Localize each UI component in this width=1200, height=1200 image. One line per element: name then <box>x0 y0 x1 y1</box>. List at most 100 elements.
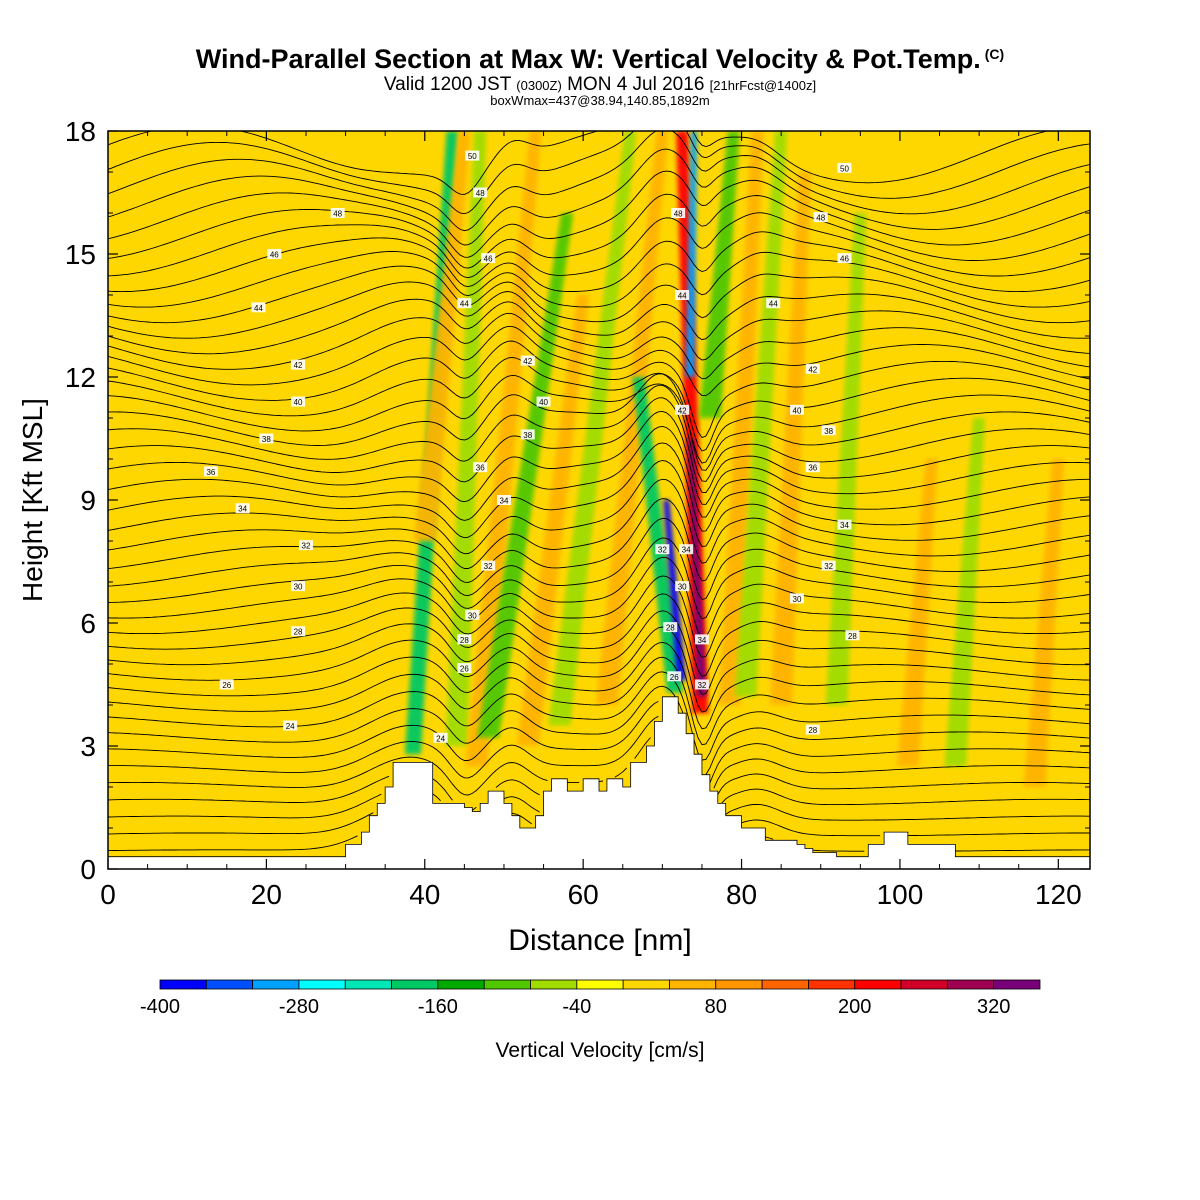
colorbar-swatch-11 <box>669 979 717 990</box>
isentrope-33 <box>108 281 1090 341</box>
contour-label-36: 48 <box>674 210 683 219</box>
isentrope-10 <box>108 641 1090 730</box>
contour-label-30: 32 <box>658 546 667 555</box>
isentrope-31 <box>108 312 1090 380</box>
isentrope-42 <box>108 131 1090 215</box>
contour-label-49: 50 <box>840 164 849 173</box>
contour-label-bg-22 <box>520 355 535 366</box>
contour-label-12: 48 <box>333 210 342 219</box>
terrain-shape <box>108 696 1090 869</box>
contour-label-43: 38 <box>824 427 833 436</box>
w-feature-17 <box>825 213 867 705</box>
contour-label-33: 34 <box>697 636 706 645</box>
colorbar-swatch-10 <box>622 979 670 990</box>
w-feature-13 <box>698 131 740 418</box>
isentrope-20 <box>108 460 1090 555</box>
w-feature-2 <box>445 131 487 746</box>
contour-label-bg-19 <box>473 462 488 473</box>
y-tick-label-2: 6 <box>80 608 96 639</box>
contour-label-11: 46 <box>270 251 279 260</box>
isentrope-12 <box>108 610 1090 696</box>
x-tick-label-0: 0 <box>100 879 116 910</box>
contour-label-bg-43 <box>821 425 836 436</box>
colorbar-swatch-17 <box>946 979 995 990</box>
valid-utc: (0300Z) <box>516 78 562 93</box>
contour-label-bg-46 <box>766 298 781 309</box>
contour-label-37: 28 <box>808 726 817 735</box>
y-tick-label-4: 12 <box>65 362 96 393</box>
contour-label-29: 30 <box>678 583 687 592</box>
contour-label-24: 46 <box>484 255 493 264</box>
isentrope-8 <box>108 671 1090 761</box>
isentrope-9 <box>108 656 1090 746</box>
contour-label-35: 44 <box>678 292 687 301</box>
contour-label-bg-41 <box>837 519 852 530</box>
contour-label-9: 42 <box>294 361 303 370</box>
w-feature-18 <box>896 459 938 767</box>
isentrope-35 <box>108 251 1090 308</box>
contour-label-bg-6 <box>203 466 218 477</box>
w-feature-7 <box>595 131 669 705</box>
isentrope-24 <box>108 397 1090 494</box>
y-tick-label-5: 15 <box>65 239 96 270</box>
contour-label-bg-17 <box>481 560 496 571</box>
contour-label-bg-49 <box>837 162 852 173</box>
isentrope-38 <box>108 193 1090 269</box>
colorbar-swatch-5 <box>391 979 439 990</box>
isentrope-28 <box>108 356 1090 452</box>
contour-label-44: 40 <box>793 406 802 415</box>
x-tick-label-1: 20 <box>251 879 282 910</box>
contour-label-bg-0 <box>283 720 298 731</box>
isentrope-16 <box>108 537 1090 620</box>
contour-label-2: 28 <box>294 628 303 637</box>
y-tick-label-0: 0 <box>80 854 96 885</box>
isentrope-14 <box>108 575 1090 658</box>
contour-label-bg-44 <box>789 404 804 415</box>
contour-label-bg-42 <box>805 462 820 473</box>
terrain <box>108 696 1090 869</box>
y-axis-label: Height [Kft MSL] <box>17 398 48 602</box>
contour-label-bg-10 <box>251 302 266 313</box>
colorbar-swatch-13 <box>761 979 809 990</box>
contour-label-bg-23 <box>457 298 472 309</box>
contour-label-22: 42 <box>523 357 532 366</box>
contour-label-bg-32 <box>694 679 709 690</box>
contour-label-bg-4 <box>298 540 313 551</box>
colorbar-swatch-0 <box>159 979 207 990</box>
contour-label-18: 34 <box>500 497 509 506</box>
contour-label-bg-14 <box>457 663 472 674</box>
contour-label-bg-37 <box>805 724 820 735</box>
isentrope-21 <box>108 442 1090 539</box>
contour-label-42: 36 <box>808 464 817 473</box>
colorbar-swatch-8 <box>530 979 578 990</box>
isentrope-39 <box>108 170 1090 258</box>
x-tick-label-2: 40 <box>409 879 440 910</box>
contour-label-10: 44 <box>254 304 263 313</box>
field-background <box>108 131 1090 869</box>
contour-label-bg-39 <box>789 593 804 604</box>
x-axis-label: Distance [nm] <box>508 924 691 957</box>
copyright-mark: (C) <box>984 46 1005 62</box>
colorbar-tick-label-5: 200 <box>838 996 871 1018</box>
contour-label-bg-16 <box>465 609 480 620</box>
contour-label-14: 26 <box>460 665 469 674</box>
isentrope-7 <box>108 685 1090 775</box>
isentrope-29 <box>108 340 1090 439</box>
isentrope-37 <box>108 212 1090 279</box>
contour-label-bg-35 <box>675 290 690 300</box>
contour-label-40: 32 <box>824 562 833 571</box>
contour-label-19: 36 <box>476 464 485 473</box>
contour-label-5: 34 <box>238 505 247 514</box>
contour-label-26: 50 <box>468 152 477 161</box>
contour-label-21: 40 <box>539 398 548 407</box>
w-feature-14 <box>718 131 764 705</box>
isentrope-43 <box>108 131 1050 195</box>
colorbar-swatch-14 <box>808 979 856 990</box>
isentrope-40 <box>108 148 1090 246</box>
colorbar-swatch-16 <box>900 979 948 990</box>
contour-label-31: 34 <box>682 546 691 555</box>
colorbar-swatch-9 <box>576 979 624 990</box>
contour-label-bg-5 <box>235 503 250 514</box>
isentrope-15 <box>108 556 1090 639</box>
